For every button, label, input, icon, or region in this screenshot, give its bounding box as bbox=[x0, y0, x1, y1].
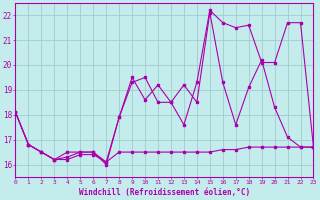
X-axis label: Windchill (Refroidissement éolien,°C): Windchill (Refroidissement éolien,°C) bbox=[79, 188, 250, 197]
